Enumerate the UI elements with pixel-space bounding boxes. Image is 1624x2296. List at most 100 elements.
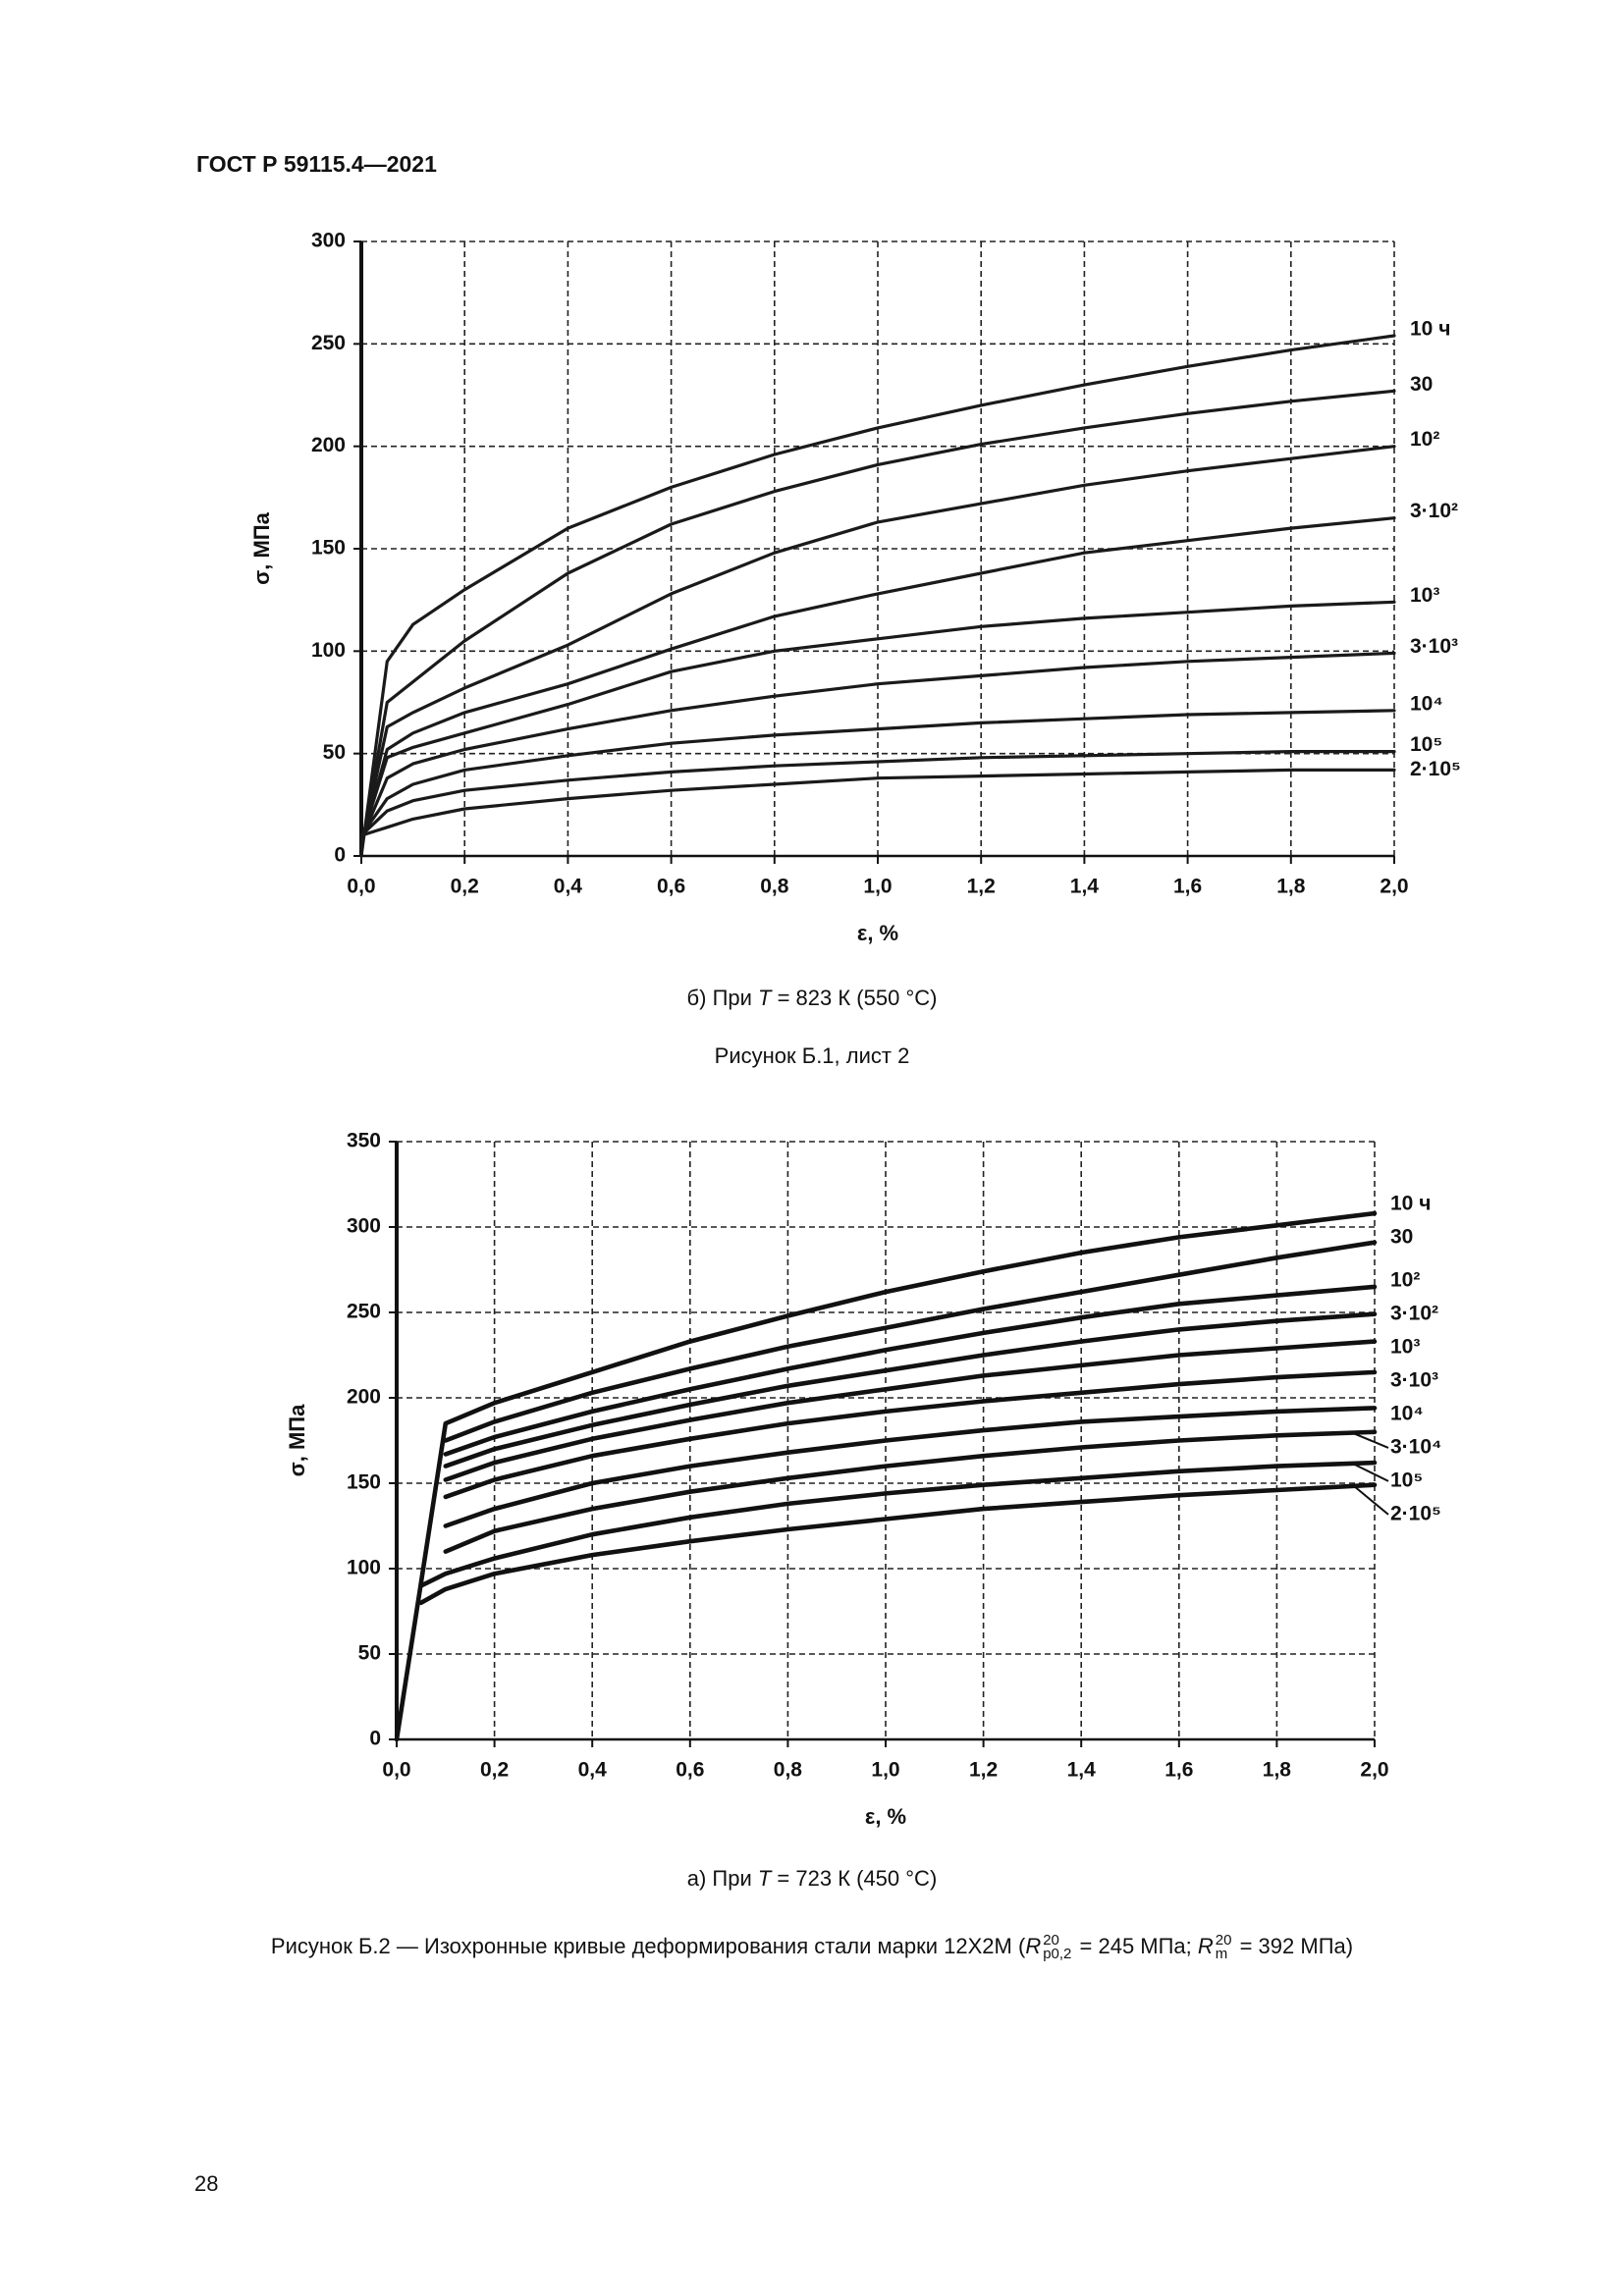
- chart-caption: а) При T = 723 К (450 °C): [0, 1866, 1624, 1892]
- series-label: 10⁵: [1410, 733, 1442, 756]
- caption-prefix: б) При: [686, 986, 759, 1010]
- series-label: 10⁵: [1390, 1468, 1423, 1491]
- caption-variable: T: [758, 986, 772, 1010]
- series-label: 2·10⁵: [1410, 758, 1461, 780]
- series-label: 3·10³: [1410, 635, 1458, 658]
- x-axis-label: ε, %: [857, 921, 898, 945]
- y-tick-label: 250: [311, 332, 346, 354]
- x-tick-label: 0,8: [774, 1759, 803, 1782]
- caption-sup: 20: [1215, 1932, 1232, 1949]
- y-tick-label: 300: [311, 230, 346, 252]
- curve: [359, 600, 1396, 841]
- curve: [443, 1429, 1378, 1554]
- caption-text: Рисунок Б.2 — Изохронные кривые деформир…: [270, 1934, 1026, 1959]
- x-tick-label: 1,0: [863, 876, 892, 898]
- x-tick-label: 0,4: [578, 1759, 608, 1782]
- y-tick-label: 100: [347, 1557, 381, 1579]
- caption-sub: m: [1215, 1946, 1228, 1963]
- x-tick-label: 1,2: [967, 876, 996, 898]
- x-tick-label: 0,0: [347, 876, 375, 898]
- x-tick-label: 0,6: [657, 876, 685, 898]
- series-label: 2·10⁵: [1390, 1502, 1441, 1524]
- caption-variable: T: [757, 1866, 772, 1891]
- x-tick-label: 1,6: [1164, 1759, 1193, 1782]
- caption-suffix: = 723 К (450 °C): [771, 1866, 938, 1891]
- series-label: 10 ч: [1410, 318, 1450, 341]
- y-tick-label: 150: [311, 537, 346, 560]
- curve: [443, 1406, 1378, 1528]
- y-tick-label: 350: [347, 1130, 381, 1152]
- x-axis-label: ε, %: [865, 1804, 906, 1829]
- x-tick-label: 0,2: [480, 1759, 509, 1782]
- series-label: 10⁴: [1410, 692, 1443, 715]
- x-tick-label: 1,8: [1276, 876, 1306, 898]
- y-tick-label: 0: [369, 1728, 381, 1750]
- caption-text: = 392 МПа): [1233, 1934, 1354, 1959]
- series-label: 3·10²: [1410, 500, 1458, 522]
- series-label: 3·10⁴: [1390, 1435, 1441, 1458]
- caption-symbol: R: [1025, 1934, 1042, 1959]
- curve: [359, 445, 1396, 848]
- curve: [443, 1369, 1378, 1500]
- y-tick-label: 200: [347, 1386, 381, 1409]
- x-tick-label: 1,4: [1070, 876, 1100, 898]
- curve: [443, 1240, 1378, 1443]
- caption-text: = 245 МПа;: [1073, 1934, 1198, 1959]
- series-label: 10 ч: [1390, 1193, 1431, 1215]
- x-tick-label: 1,4: [1067, 1759, 1097, 1782]
- figure-caption: Рисунок Б.1, лист 2: [714, 1043, 910, 1068]
- caption-sup: 20: [1043, 1932, 1059, 1949]
- y-tick-label: 150: [347, 1471, 381, 1494]
- caption-suffix: = 823 К (550 °C): [771, 986, 938, 1010]
- y-axis-label: σ, МПа: [285, 1404, 309, 1476]
- header-title: ГОСТ Р 59115.4—2021: [196, 151, 437, 177]
- series-label: 3·10³: [1390, 1368, 1438, 1391]
- series-label: 10⁴: [1390, 1402, 1424, 1424]
- curve: [443, 1311, 1378, 1468]
- y-tick-label: 300: [347, 1215, 381, 1238]
- series-label: 30: [1390, 1226, 1413, 1249]
- curve: [359, 389, 1396, 852]
- leader-line: [1354, 1432, 1389, 1449]
- curve: [394, 1210, 1378, 1742]
- x-tick-label: 0,2: [451, 876, 479, 898]
- y-tick-label: 200: [311, 434, 346, 456]
- x-tick-label: 1,0: [871, 1759, 899, 1782]
- leader-line: [1354, 1485, 1389, 1516]
- caption-index: 20 m: [1215, 1932, 1232, 1963]
- leader-line: [1354, 1464, 1389, 1482]
- caption-symbol: R: [1197, 1934, 1214, 1959]
- y-tick-label: 50: [358, 1642, 381, 1665]
- caption-index: 20 p0,2: [1043, 1932, 1072, 1963]
- x-tick-label: 1,2: [969, 1759, 998, 1782]
- y-tick-label: 250: [347, 1301, 381, 1323]
- curve: [418, 1482, 1378, 1606]
- x-tick-label: 1,8: [1263, 1759, 1292, 1782]
- caption-prefix: а) При: [686, 1866, 758, 1891]
- curve: [359, 768, 1396, 837]
- series-label: 3·10²: [1390, 1302, 1438, 1324]
- x-tick-label: 0,6: [676, 1759, 704, 1782]
- series-label: 10²: [1410, 428, 1439, 451]
- curve: [359, 750, 1396, 837]
- curve: [359, 709, 1396, 837]
- series-label: 30: [1410, 373, 1433, 396]
- y-tick-label: 50: [323, 741, 346, 764]
- x-tick-label: 2,0: [1380, 876, 1408, 898]
- curve: [418, 1460, 1378, 1588]
- x-tick-label: 0,4: [554, 876, 583, 898]
- curve: [443, 1339, 1378, 1482]
- y-tick-label: 100: [311, 639, 346, 662]
- series-label: 10³: [1390, 1335, 1420, 1358]
- x-tick-label: 0,0: [382, 1759, 410, 1782]
- y-axis-label: σ, МПа: [249, 511, 274, 584]
- y-tick-label: 0: [334, 844, 346, 867]
- curve: [359, 651, 1396, 841]
- caption-sub: p0,2: [1043, 1946, 1072, 1963]
- curve: [359, 516, 1396, 846]
- chart-caption: б) При T = 823 К (550 °C): [0, 986, 1624, 1011]
- figure-caption: Рисунок Б.2 — Изохронные кривые деформир…: [0, 1932, 1624, 1963]
- series-label: 10³: [1410, 584, 1439, 607]
- x-tick-label: 1,6: [1173, 876, 1202, 898]
